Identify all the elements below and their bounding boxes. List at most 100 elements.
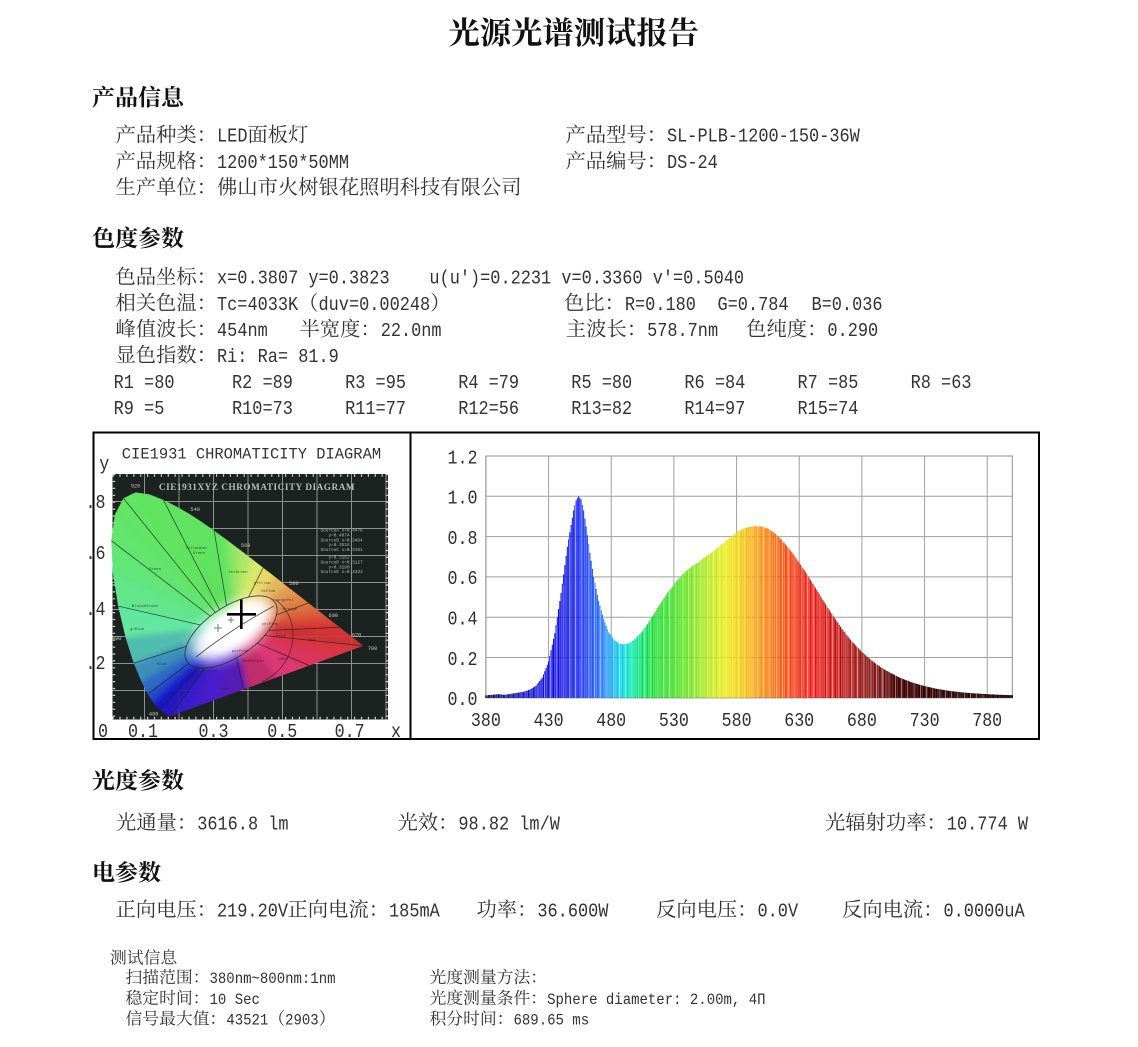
- svg-text:0.5: 0.5: [267, 721, 297, 743]
- svg-text:SourceA x=0.4476: SourceA x=0.4476: [321, 529, 364, 534]
- svg-text:Ri: Ra= 81.9: Ri: Ra= 81.9: [217, 346, 339, 368]
- svg-text:620: 620: [352, 632, 362, 638]
- svg-text:Green: Green: [193, 551, 206, 556]
- svg-text:.2: .2: [86, 653, 106, 675]
- svg-text:689.65 ms: 689.65 ms: [514, 1011, 590, 1029]
- svg-text:R6 =84: R6 =84: [684, 372, 745, 394]
- svg-text:Blue: Blue: [157, 662, 167, 667]
- svg-text:1.0: 1.0: [448, 488, 478, 510]
- svg-text:gYellow: gYellow: [254, 581, 271, 586]
- svg-text:185mA: 185mA: [389, 900, 440, 922]
- svg-text:R15=74: R15=74: [798, 398, 859, 420]
- svg-text:R2 =89: R2 =89: [232, 372, 293, 394]
- svg-text:x: x: [391, 721, 401, 743]
- svg-text:454nm: 454nm: [217, 320, 268, 342]
- svg-text:R13=82: R13=82: [571, 398, 632, 420]
- svg-text:R9 =5: R9 =5: [114, 398, 165, 420]
- svg-text:0.3: 0.3: [199, 721, 229, 743]
- svg-text:730: 730: [910, 710, 940, 732]
- svg-text:580: 580: [289, 581, 299, 587]
- svg-text:yelPink: yelPink: [262, 622, 279, 627]
- svg-text:490: 490: [112, 636, 122, 642]
- svg-text:RedPurple: RedPurple: [242, 659, 264, 664]
- svg-text:Tc=4033K: Tc=4033K: [217, 294, 299, 316]
- svg-text:10 Sec: 10 Sec: [210, 991, 260, 1009]
- svg-text:x=0.3807 y=0.3823: x=0.3807 y=0.3823: [217, 268, 390, 290]
- svg-text:y=0.4074: y=0.4074: [329, 533, 350, 538]
- svg-text:y=0.3516: y=0.3516: [329, 543, 350, 548]
- svg-text:22.0nm: 22.0nm: [381, 320, 442, 342]
- svg-text:43521: 43521: [226, 1011, 268, 1029]
- svg-text:duv=0.00248: duv=0.00248: [319, 294, 431, 316]
- svg-text:y: y: [99, 454, 109, 476]
- svg-text:780: 780: [972, 710, 1002, 732]
- svg-text:BluishGreen: BluishGreen: [132, 604, 159, 609]
- svg-text:pRed: pRed: [278, 657, 288, 662]
- svg-text:Pink: Pink: [276, 634, 286, 639]
- svg-text:purPink: purPink: [232, 649, 249, 654]
- svg-text:CIE1931 CHROMATICITY DIAGRAM: CIE1931 CHROMATICITY DIAGRAM: [122, 446, 381, 464]
- svg-text:219.20V: 219.20V: [217, 900, 288, 922]
- svg-text:SL-PLB-1200-150-36W: SL-PLB-1200-150-36W: [667, 126, 860, 148]
- svg-text:LED: LED: [217, 126, 248, 148]
- svg-text:Purple: Purple: [203, 669, 218, 674]
- svg-text:.4: .4: [86, 599, 106, 621]
- svg-text:SourceB x=0.3484: SourceB x=0.3484: [321, 538, 364, 543]
- svg-text:R8 =63: R8 =63: [911, 372, 972, 394]
- svg-text:y=0.3162: y=0.3162: [329, 556, 350, 561]
- svg-text:630: 630: [784, 710, 814, 732]
- svg-text:Orange: Orange: [283, 607, 298, 612]
- svg-text:R4 =79: R4 =79: [458, 372, 519, 394]
- svg-text:580: 580: [722, 710, 752, 732]
- svg-text:.6: .6: [86, 543, 106, 565]
- svg-text:380: 380: [471, 710, 501, 732]
- svg-text:R12=56: R12=56: [458, 398, 519, 420]
- svg-text:380nm~800nm:1nm: 380nm~800nm:1nm: [210, 970, 336, 988]
- svg-text:600: 600: [329, 613, 339, 619]
- svg-text:R14=97: R14=97: [684, 398, 745, 420]
- svg-text:0.290: 0.290: [827, 320, 878, 342]
- svg-text:10.774 W: 10.774 W: [947, 813, 1029, 835]
- svg-text:0.7: 0.7: [335, 721, 365, 743]
- svg-text:B=0.036: B=0.036: [812, 294, 883, 316]
- svg-text:Sphere diameter: 2.00m, 4Π: Sphere diameter: 2.00m, 4Π: [547, 991, 765, 1009]
- svg-text:R=0.180: R=0.180: [625, 294, 696, 316]
- svg-text:R11=77: R11=77: [345, 398, 406, 420]
- svg-text:G=0.784: G=0.784: [718, 294, 789, 316]
- svg-text:DS-24: DS-24: [667, 152, 718, 174]
- svg-text:430: 430: [534, 710, 564, 732]
- svg-text:0.2: 0.2: [448, 649, 478, 671]
- svg-text:Green: Green: [149, 567, 162, 572]
- svg-text:R5 =80: R5 =80: [571, 372, 632, 394]
- svg-text:0: 0: [98, 721, 108, 743]
- svg-text:480: 480: [596, 710, 626, 732]
- svg-text:R7 =85: R7 =85: [798, 372, 859, 394]
- svg-text:1200*150*50MM: 1200*150*50MM: [217, 152, 349, 174]
- svg-text:2903: 2903: [285, 1011, 319, 1029]
- svg-text:578.7nm: 578.7nm: [647, 320, 718, 342]
- svg-text:3616.8 lm: 3616.8 lm: [197, 813, 288, 835]
- svg-text:0.0000uA: 0.0000uA: [944, 900, 1026, 922]
- svg-text:YelGreen: YelGreen: [228, 570, 248, 575]
- svg-text:OrangeYel: OrangeYel: [272, 598, 294, 603]
- svg-text:1.2: 1.2: [448, 447, 478, 469]
- svg-text:.8: .8: [86, 492, 106, 514]
- svg-text:0.1: 0.1: [128, 721, 158, 743]
- svg-text:grBlue: grBlue: [130, 627, 145, 632]
- svg-text:36.600W: 36.600W: [537, 900, 608, 922]
- svg-text:460: 460: [149, 712, 159, 718]
- svg-text:520: 520: [131, 483, 141, 489]
- svg-text:680: 680: [847, 710, 877, 732]
- svg-text:0.0: 0.0: [448, 689, 478, 711]
- svg-text:Red: Red: [308, 638, 316, 643]
- svg-text:R10=73: R10=73: [232, 398, 293, 420]
- svg-text:Yellow: Yellow: [261, 589, 276, 594]
- svg-text:540: 540: [190, 507, 200, 513]
- svg-text:530: 530: [659, 710, 689, 732]
- svg-text:0.6: 0.6: [448, 568, 478, 590]
- svg-text:vio: vio: [221, 687, 229, 692]
- svg-text:0.0V: 0.0V: [758, 900, 799, 922]
- svg-text:CIE1931XYZ CHROMATICITY DIAGRA: CIE1931XYZ CHROMATICITY DIAGRAM: [159, 482, 355, 492]
- svg-text:SourceD x=0.3127: SourceD x=0.3127: [321, 560, 364, 565]
- svg-text:u(u')=0.2231 v=0.3360 v'=0.504: u(u')=0.2231 v=0.3360 v'=0.5040: [429, 268, 744, 290]
